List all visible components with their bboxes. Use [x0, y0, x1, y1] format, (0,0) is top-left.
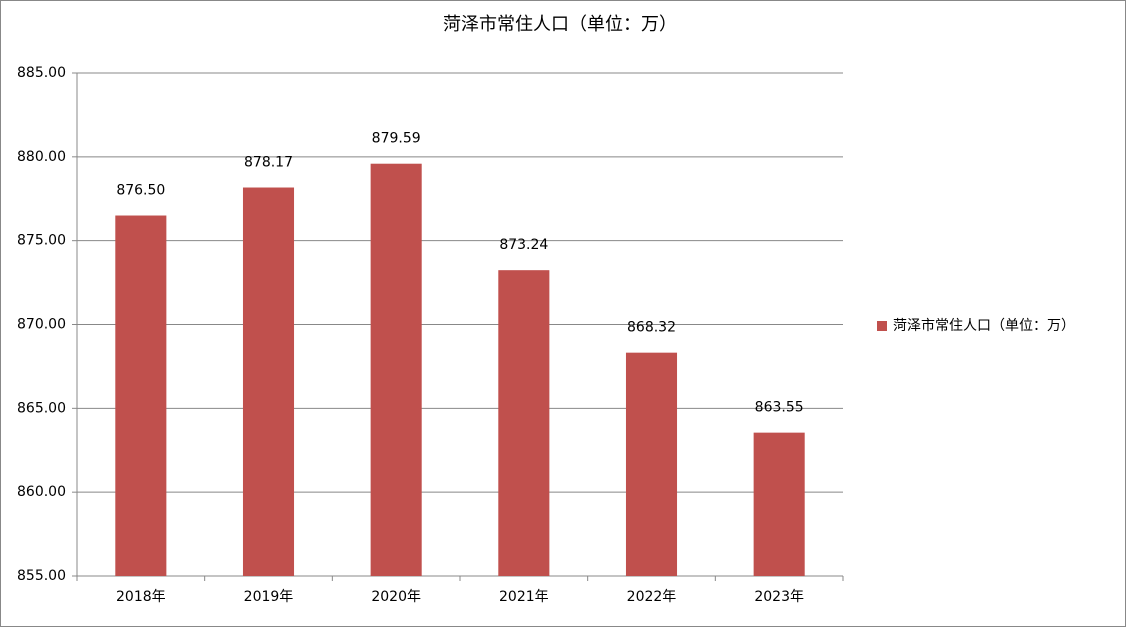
bar: [242, 187, 295, 576]
data-label: 878.17: [244, 155, 293, 171]
data-label: 868.32: [627, 320, 676, 336]
x-tick-label: 2023年: [754, 589, 804, 605]
x-tick-label: 2022年: [627, 589, 677, 605]
legend-swatch: [877, 321, 887, 331]
bar: [115, 215, 167, 576]
x-tick-label: 2021年: [499, 589, 549, 605]
x-tick-label: 2020年: [371, 589, 421, 605]
y-tick-label: 875.00: [17, 233, 66, 249]
data-label: 879.59: [372, 131, 421, 147]
bar: [625, 352, 678, 576]
y-tick-label: 885.00: [17, 65, 66, 81]
bar: [753, 432, 805, 576]
data-label: 863.55: [755, 400, 804, 416]
y-tick-label: 855.00: [17, 568, 66, 584]
y-tick-label: 860.00: [17, 484, 66, 500]
y-tick-label: 870.00: [17, 317, 66, 333]
bar: [498, 270, 550, 576]
legend-label: 菏泽市常住人口（单位：万）: [893, 317, 1075, 334]
x-tick-label: 2019年: [244, 589, 294, 605]
data-label: 873.24: [499, 237, 548, 253]
x-tick-label: 2018年: [116, 589, 166, 605]
data-label: 876.50: [116, 183, 165, 199]
y-tick-label: 880.00: [17, 149, 66, 165]
y-tick-label: 865.00: [17, 400, 66, 416]
bar: [370, 163, 422, 576]
chart-title: 菏泽市常住人口（单位：万）: [443, 14, 677, 35]
